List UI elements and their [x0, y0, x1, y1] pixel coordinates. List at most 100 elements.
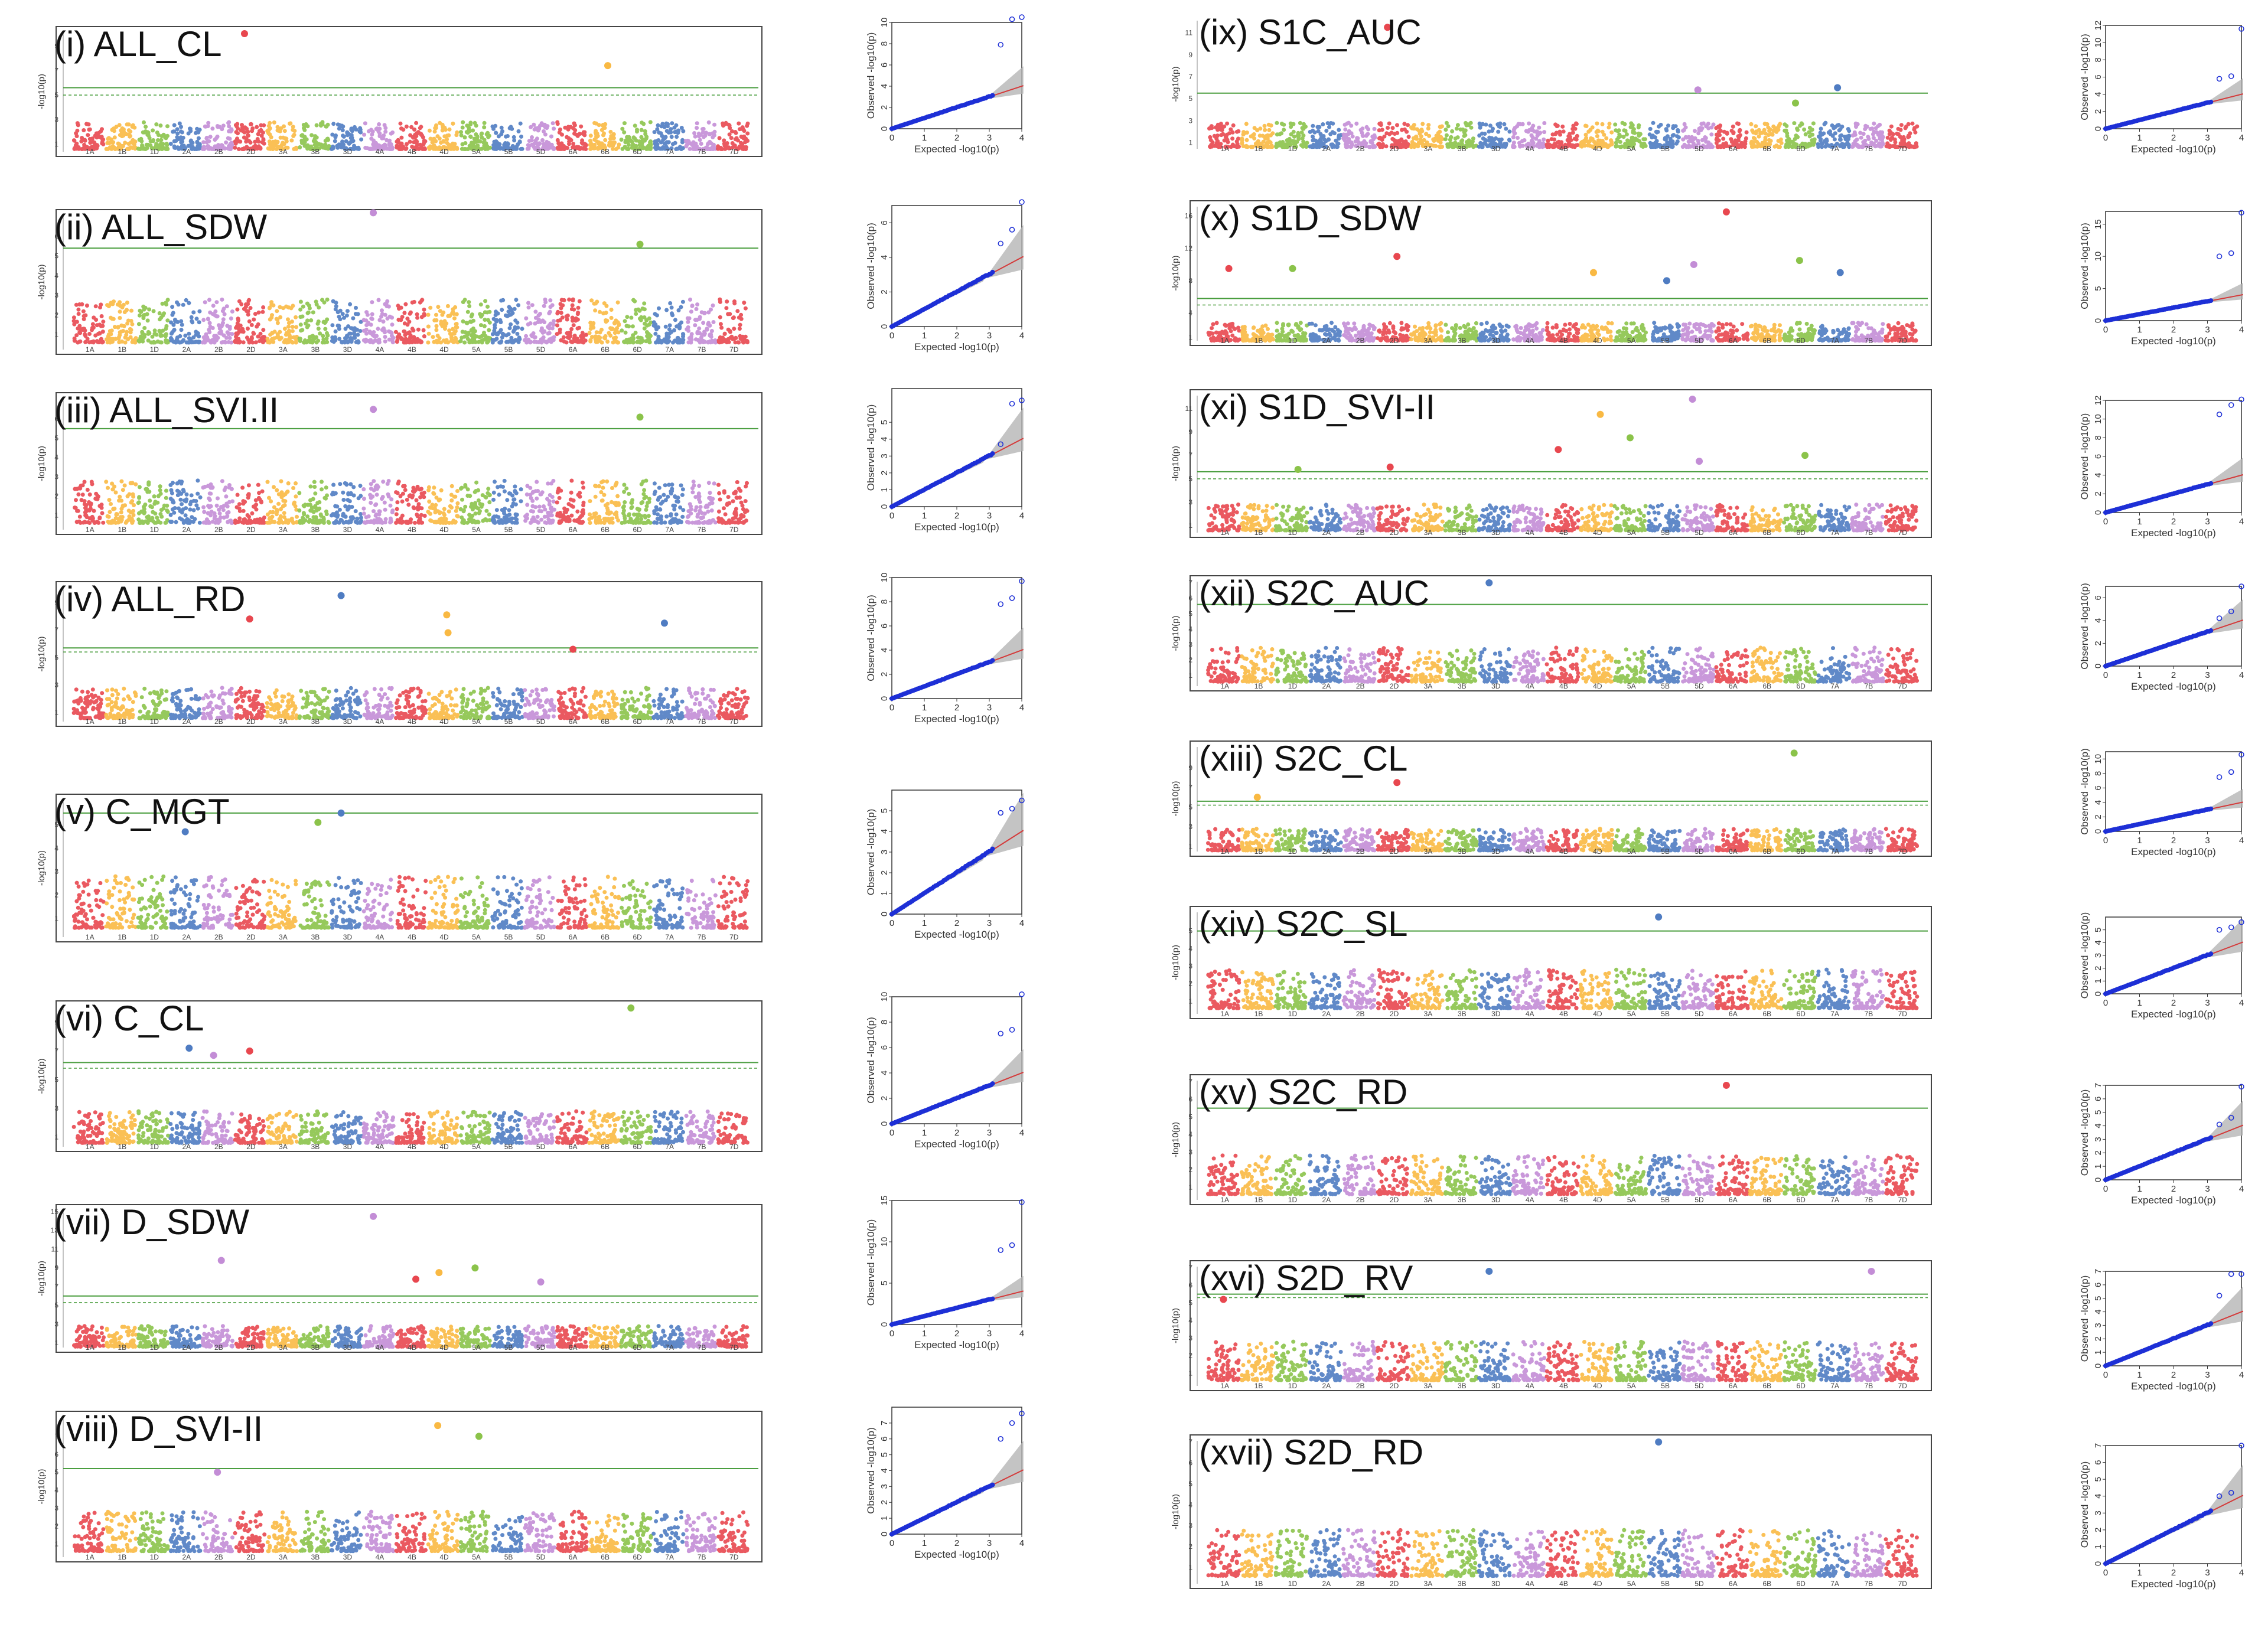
peak-marker [1485, 579, 1493, 586]
panel-16: 1 2 3 4 5 6 7 -log10(p) 1A 1B 1D 2A 2B 2D 3A 3B 3D 4A 4B 4D… [1171, 1258, 2244, 1392]
chromosome-label: 3B [1458, 847, 1467, 856]
y-tick-label: 1 [1188, 671, 1192, 680]
chromosome-3D-points [330, 1110, 364, 1145]
chromosome-3A-points [1409, 828, 1445, 853]
chromosome-label: 5D [536, 1343, 546, 1352]
chromosome-label: 5A [1627, 145, 1636, 153]
chromosome-4D-points [1579, 1528, 1614, 1578]
qq-y-tick-label: 0 [2093, 1561, 2103, 1566]
chromosome-4A-points [1511, 321, 1545, 343]
chromosome-label: 5D [536, 148, 546, 156]
chromosome-label: 4D [439, 1143, 449, 1151]
qq-confidence-band [892, 407, 1024, 507]
chromosome-2A-points [168, 1110, 202, 1145]
qq-x-tick-label: 2 [954, 133, 959, 143]
chromosome-label: 5B [1661, 847, 1670, 856]
chromosome-label: 5A [1627, 1382, 1636, 1390]
plot-frame [56, 581, 762, 727]
chromosome-label: 3A [279, 1143, 288, 1151]
chromosome-2A-points [169, 687, 202, 720]
chromosome-2D-points [233, 298, 267, 345]
peak-marker [1791, 99, 1799, 107]
chromosome-label: 1A [86, 1553, 94, 1561]
peak-marker [1655, 913, 1663, 921]
y-tick-label: 3 [54, 1320, 58, 1328]
chromosome-6D-points [621, 1512, 653, 1554]
qq-y-tick-label: 8 [2093, 57, 2103, 62]
panel-title: (vi) C_CL [54, 999, 204, 1038]
chromosome-4B-points [1545, 968, 1580, 1010]
chromosome-3D-points [1477, 827, 1513, 853]
chromosome-3B-points [1443, 648, 1478, 684]
chromosome-label: 2B [214, 148, 223, 156]
qq-top-point [1009, 227, 1015, 233]
chromosome-label: 4A [1526, 1580, 1534, 1588]
chromosome-label: 4B [408, 717, 416, 726]
y-tick-label: 2 [1188, 980, 1192, 988]
qq-y-tick-label: 2 [2093, 1528, 2103, 1532]
chromosome-2D-points [1376, 827, 1411, 853]
qq-x-axis-label: Expected -log10(p) [2131, 335, 2216, 347]
chromosome-label: 3D [1491, 337, 1501, 345]
qq-x-tick-label: 4 [1019, 331, 1024, 341]
chromosome-4A-points [1511, 649, 1546, 684]
y-tick-label: 12 [1185, 244, 1193, 253]
qq-y-tick-label: 0 [879, 504, 889, 509]
peak-marker [1663, 277, 1670, 285]
chromosome-5D-points [523, 1511, 557, 1554]
chromosome-7D-points [1884, 970, 1920, 1010]
qq-top-point [1009, 1027, 1015, 1033]
chromosome-2B-points [200, 120, 234, 151]
qq-y-tick-label: 2 [2093, 1336, 2103, 1341]
chromosome-label: 6D [1796, 337, 1806, 345]
qq-y-tick-label: 0 [2093, 510, 2103, 515]
qq-x-axis-label: Expected -log10(p) [914, 341, 999, 353]
y-tick-label: 5 [1188, 803, 1192, 811]
chromosome-label: 5A [1627, 682, 1636, 690]
qq-top-point [2238, 210, 2244, 216]
qq-x-tick-label: 4 [2239, 1370, 2244, 1380]
chromosome-4D-points [1578, 503, 1614, 533]
qq-y-tick-label: 2 [879, 471, 889, 475]
chromosome-label: 4A [1526, 1196, 1534, 1204]
chromosome-label: 3D [343, 717, 353, 726]
panel-title: (i) ALL_CL [54, 24, 221, 64]
chromosome-6D-points [1782, 503, 1818, 533]
chromosome-label: 1A [86, 1143, 94, 1151]
peak-marker [471, 1264, 479, 1272]
chromosome-label: 4D [1593, 682, 1602, 690]
chromosome-label: 5B [1661, 1196, 1670, 1204]
chromosome-label: 2D [1390, 337, 1399, 345]
qq-top-point [1019, 14, 1025, 20]
qq-y-tick-label: 12 [2093, 21, 2103, 31]
qq-observed-points [2103, 481, 2214, 515]
chromosome-label: 6D [633, 1553, 642, 1561]
chromosome-7B-points [684, 1109, 716, 1145]
chromosome-label: 5B [1661, 1580, 1670, 1588]
chromosome-5B-points [1646, 1153, 1682, 1196]
chromosome-label: 6A [569, 933, 578, 941]
chromosome-7D-points [716, 297, 750, 345]
chromosome-2A-points [168, 121, 202, 151]
qq-top-point [2216, 926, 2223, 933]
chromosome-label: 4D [439, 345, 449, 354]
y-axis-label: -log10(p) [1171, 446, 1181, 481]
chromosome-label: 6B [601, 717, 610, 726]
qq-top-point [998, 1030, 1003, 1037]
chromosome-label: 1D [1288, 528, 1298, 537]
qq-x-tick-label: 0 [2103, 517, 2108, 527]
y-axis-label: -log10(p) [1171, 255, 1181, 291]
qq-y-tick-label: 0 [879, 126, 889, 131]
chromosome-5A-points [458, 686, 492, 720]
qq-x-tick-label: 4 [2239, 1184, 2244, 1194]
qq-x-tick-label: 0 [2103, 325, 2108, 335]
chromosome-3B-points [1443, 968, 1479, 1010]
qq-x-tick-label: 2 [954, 511, 959, 521]
qq-y-tick-label: 8 [2093, 771, 2103, 776]
qq-x-axis-label: Expected -log10(p) [2131, 143, 2216, 155]
qq-top-point [2216, 774, 2223, 780]
chromosome-5A-points [1613, 321, 1648, 343]
chromosome-label: 2D [1390, 1382, 1399, 1390]
chromosome-6B-points [586, 1324, 621, 1349]
chromosome-label: 2B [214, 1553, 223, 1561]
